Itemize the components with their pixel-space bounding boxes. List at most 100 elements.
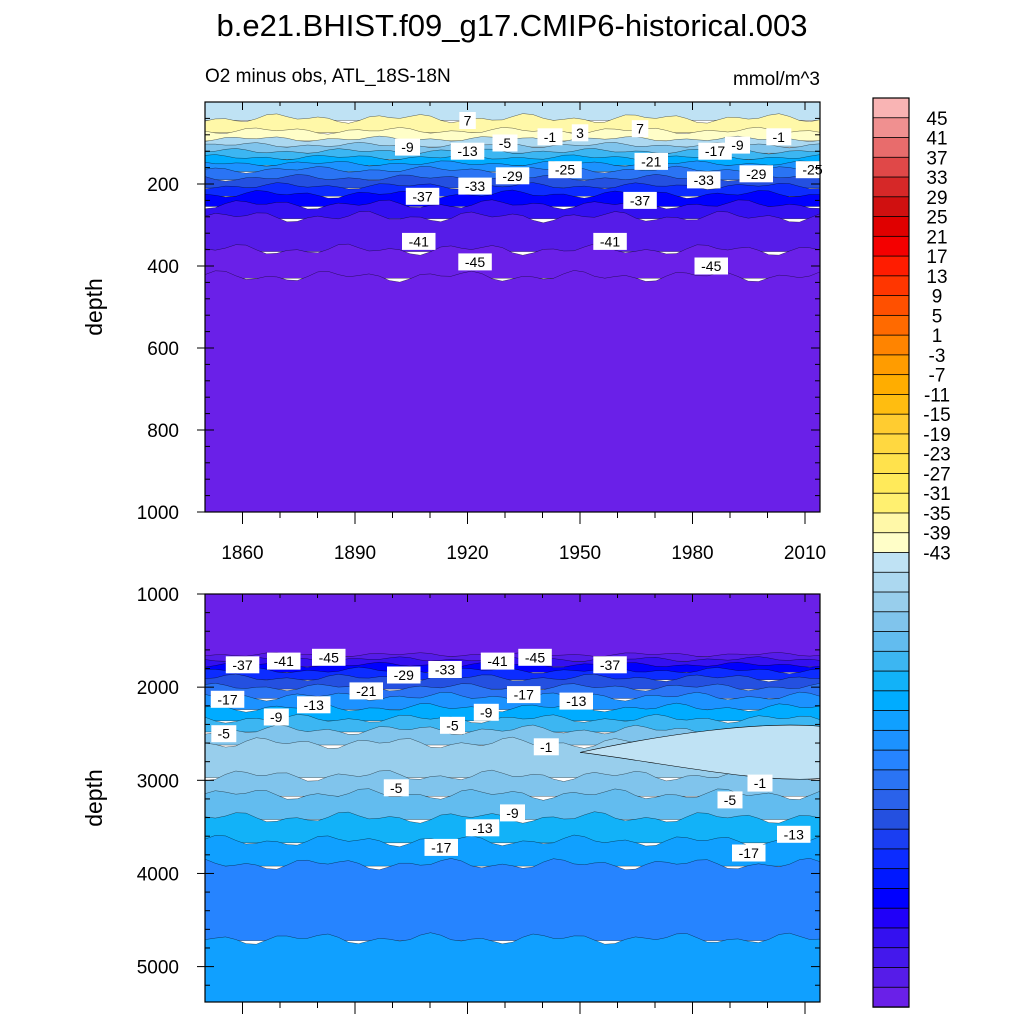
contour-label: -37	[593, 656, 627, 674]
colorbar-label: 5	[932, 306, 943, 327]
colorbar-swatch	[872, 235, 910, 257]
svg-text:-13: -13	[304, 697, 324, 713]
contour-label: -37	[225, 656, 260, 674]
colorbar-swatch	[872, 690, 910, 712]
colorbar-label: -27	[923, 465, 950, 486]
contour-band	[205, 834, 820, 867]
contour-label: -1	[537, 128, 563, 146]
svg-text:-41: -41	[409, 233, 429, 249]
svg-text:-13: -13	[457, 143, 477, 159]
contour-label: -41	[402, 232, 436, 250]
contour-band	[205, 714, 820, 733]
svg-text:-21: -21	[641, 153, 661, 169]
contour-label: -17	[210, 690, 245, 708]
svg-text:-1: -1	[754, 775, 767, 791]
svg-text:-41: -41	[274, 653, 294, 669]
colorbar-swatch	[872, 571, 910, 593]
svg-text:-13: -13	[784, 826, 804, 842]
contour-field-upper	[205, 102, 820, 512]
colorbar-label: 13	[926, 267, 947, 288]
svg-text:-37: -37	[600, 657, 620, 673]
colorbar-swatch	[872, 374, 910, 396]
contour-label: -13	[450, 142, 485, 160]
svg-text:-1: -1	[544, 129, 557, 145]
y-axis-label: depth	[81, 769, 107, 827]
colorbar-swatch	[872, 907, 910, 929]
colorbar-swatch	[872, 473, 910, 494]
colorbar-swatch	[872, 591, 910, 613]
contour-label: -29	[739, 165, 773, 183]
colorbar-swatch	[872, 650, 910, 672]
plot-frame	[204, 593, 821, 1003]
colorbar-swatch	[872, 769, 910, 791]
contour-label: -25	[548, 161, 582, 179]
contour-band	[205, 270, 820, 512]
colorbar-label: -7	[929, 366, 946, 387]
y-tick-label: 600	[147, 339, 179, 360]
svg-text:-5: -5	[390, 780, 403, 796]
colorbar-swatch	[872, 394, 910, 415]
svg-text:-29: -29	[502, 168, 522, 184]
y-tick-label: 200	[147, 175, 179, 196]
y-tick-label: 5000	[137, 958, 179, 979]
contour-label: -17	[698, 142, 732, 160]
colorbar-swatch	[872, 749, 910, 771]
colorbar-swatch	[872, 710, 910, 732]
svg-text:-5: -5	[499, 135, 512, 151]
svg-text:-17: -17	[431, 839, 451, 855]
colorbar-swatch	[872, 927, 910, 949]
contour-label: -21	[634, 152, 668, 170]
y-tick-label: 4000	[137, 865, 179, 886]
colorbar-swatch	[872, 828, 910, 850]
contour-label: -29	[387, 666, 421, 684]
colorbar-label: -35	[923, 504, 950, 525]
colorbar-label: 41	[926, 129, 947, 150]
chart-title: b.e21.BHIST.f09_g17.CMIP6-historical.003	[216, 8, 807, 43]
colorbar-swatch	[872, 334, 910, 356]
colorbar-swatch	[872, 97, 910, 119]
colorbar-label: -15	[923, 405, 950, 426]
svg-text:-25: -25	[802, 162, 822, 178]
colorbar: 454137332925211713951-3-7-11-15-19-23-27…	[872, 97, 951, 1008]
contour-label: -1	[766, 128, 792, 146]
colorbar-label: -39	[923, 524, 950, 545]
contour-label: -13	[297, 696, 331, 714]
contour-label: -45	[458, 253, 492, 271]
contour-label: 7	[631, 120, 649, 138]
colorbar-label: 37	[926, 148, 947, 169]
contour-band	[205, 126, 820, 142]
colorbar-swatch	[872, 413, 910, 435]
svg-text:-9: -9	[401, 139, 414, 155]
colorbar-swatch	[872, 512, 910, 534]
colorbar-swatch	[872, 947, 910, 969]
colorbar-swatch	[872, 848, 910, 870]
colorbar-swatch	[872, 552, 910, 573]
svg-text:-1: -1	[773, 129, 786, 145]
x-tick-label: 1950	[559, 543, 601, 564]
colorbar-label: 21	[926, 227, 947, 248]
svg-text:-37: -37	[630, 192, 650, 208]
svg-text:-37: -37	[232, 657, 252, 673]
colorbar-label: 29	[926, 188, 947, 209]
svg-text:-41: -41	[600, 233, 620, 249]
contour-label: 3	[571, 124, 589, 142]
contour-label: -9	[473, 703, 499, 721]
svg-text:-29: -29	[746, 166, 766, 182]
x-tick-label: 2010	[784, 543, 826, 564]
colorbar-swatch	[872, 295, 910, 317]
contour-label: -33	[428, 661, 462, 678]
contour-label: -45	[518, 648, 552, 666]
colorbar-swatch	[872, 729, 910, 751]
svg-text:-45: -45	[701, 258, 721, 274]
contour-label: 7	[459, 112, 476, 129]
svg-text:-25: -25	[555, 162, 575, 178]
y-tick-label: 2000	[137, 678, 179, 699]
colorbar-swatch	[872, 196, 910, 218]
svg-text:-41: -41	[487, 653, 507, 669]
svg-text:-9: -9	[270, 709, 283, 725]
upper-panel: 7 3 7 -1 -5 -13 -9 -9 -1 -17 -21 -25 -25 -29 -29 -33 -33…	[81, 101, 830, 564]
contour-band	[205, 210, 820, 252]
contour-label: -45	[694, 257, 728, 275]
colorbar-label: -23	[923, 445, 950, 466]
